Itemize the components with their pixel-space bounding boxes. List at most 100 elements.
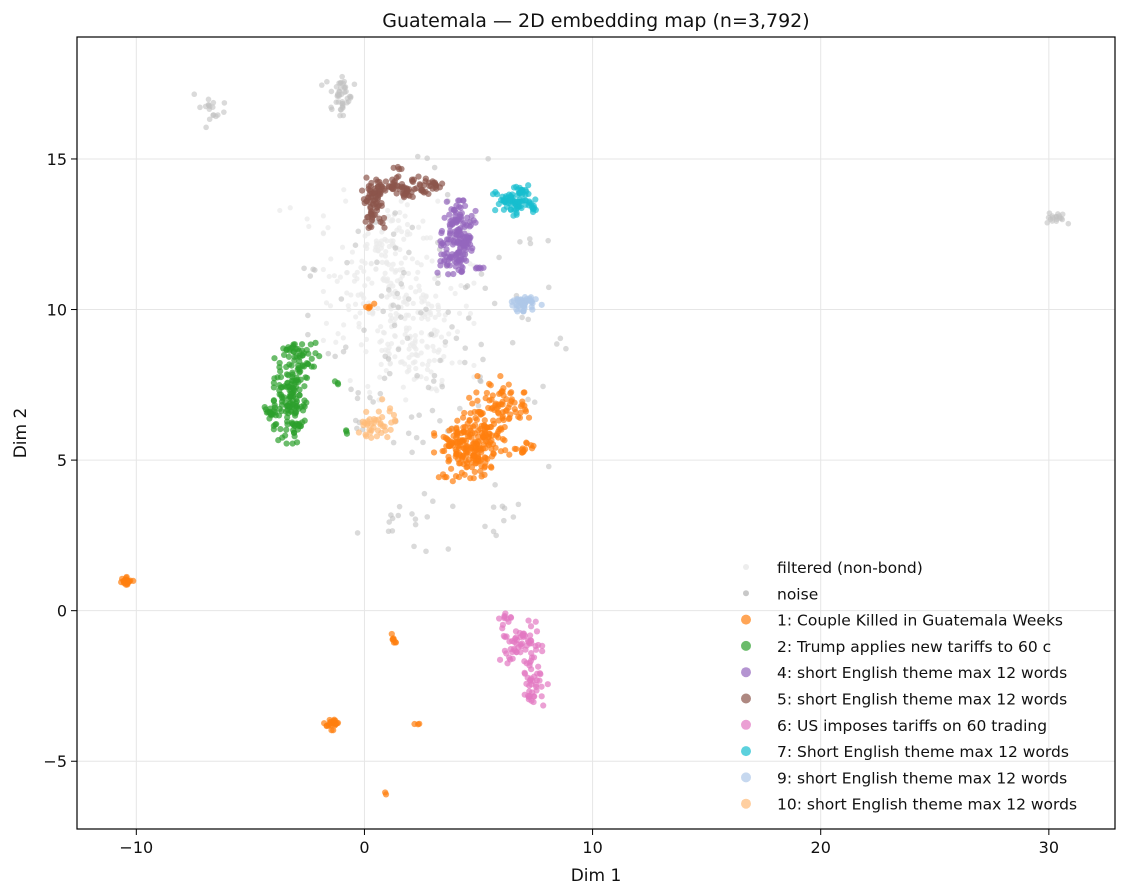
scatter-point xyxy=(475,402,482,409)
scatter-point xyxy=(445,309,452,315)
scatter-point xyxy=(517,633,524,641)
scatter-point xyxy=(390,261,396,267)
y-tick-label: 0 xyxy=(57,602,67,621)
scatter-point xyxy=(338,296,345,302)
scatter-point xyxy=(270,426,277,433)
scatter-point xyxy=(361,268,367,274)
y-axis-ticks: −5 0 5 10 15 xyxy=(43,150,77,771)
scatter-point xyxy=(348,386,354,393)
scatter-point xyxy=(396,503,403,510)
scatter-point xyxy=(438,334,445,340)
scatter-point xyxy=(1045,214,1052,221)
scatter-point xyxy=(486,430,493,437)
legend-label: 2: Trump applies new tariffs to 60 c xyxy=(777,638,1051,656)
scatter-point xyxy=(294,426,301,433)
scatter-point xyxy=(455,248,462,255)
x-tick-label: 20 xyxy=(811,838,831,857)
scatter-point xyxy=(394,290,401,297)
scatter-point xyxy=(515,501,522,508)
scatter-point xyxy=(301,383,308,390)
scatter-point xyxy=(312,339,319,346)
scatter-point xyxy=(283,363,290,371)
scatter-point xyxy=(278,401,286,409)
scatter-point xyxy=(497,448,505,455)
legend-label: noise xyxy=(777,585,818,603)
scatter-point xyxy=(303,359,311,367)
legend-label: 10: short English theme max 12 words xyxy=(777,796,1077,814)
scatter-point xyxy=(444,436,451,443)
scatter-point xyxy=(371,416,378,423)
scatter-point xyxy=(412,289,419,295)
scatter-point xyxy=(492,444,499,451)
scatter-point xyxy=(485,155,491,162)
scatter-point xyxy=(367,389,373,396)
scatter-point xyxy=(328,727,335,734)
legend-label: 7: Short English theme max 12 words xyxy=(777,743,1069,761)
scatter-point xyxy=(277,368,284,375)
scatter-point xyxy=(506,654,513,661)
scatter-point xyxy=(496,656,504,663)
scatter-point xyxy=(521,389,528,396)
scatter-point xyxy=(512,634,520,641)
scatter-point xyxy=(378,338,385,344)
scatter-point xyxy=(401,236,407,242)
scatter-point xyxy=(533,683,540,691)
scatter-point xyxy=(528,666,535,673)
scatter-point xyxy=(522,646,529,653)
scatter-point xyxy=(420,439,426,446)
scatter-point xyxy=(293,395,300,403)
scatter-point xyxy=(339,73,345,80)
scatter-point xyxy=(456,310,463,316)
scatter-point xyxy=(341,89,348,95)
scatter-point xyxy=(312,350,319,357)
y-tick-label: −5 xyxy=(43,752,67,771)
scatter-point xyxy=(478,271,485,277)
x-axis-label: Dim 1 xyxy=(571,866,622,886)
scatter-point xyxy=(382,253,389,259)
scatter-point xyxy=(540,383,546,390)
scatter-point xyxy=(513,640,520,647)
scatter-point xyxy=(480,422,488,429)
scatter-point xyxy=(120,577,127,585)
scatter-point xyxy=(287,205,293,211)
scatter-point xyxy=(438,229,445,237)
scatter-point xyxy=(474,397,481,404)
scatter-point xyxy=(532,196,539,203)
scatter-point xyxy=(429,407,436,414)
scatter-point xyxy=(402,213,408,219)
scatter-point xyxy=(478,341,485,348)
scatter-point xyxy=(307,341,314,348)
scatter-point xyxy=(377,191,384,198)
scatter-point xyxy=(450,503,456,510)
scatter-point xyxy=(331,378,339,385)
scatter-point xyxy=(496,254,502,261)
scatter-point xyxy=(410,360,416,366)
scatter-point xyxy=(337,274,344,280)
scatter-point xyxy=(461,423,469,431)
scatter-point xyxy=(426,358,432,364)
scatter-point xyxy=(378,238,385,244)
scatter-point xyxy=(320,266,326,273)
scatter-point xyxy=(1046,210,1053,216)
scatter-point xyxy=(455,474,463,481)
scatter-point xyxy=(271,375,278,382)
scatter-point xyxy=(435,302,441,308)
scatter-point xyxy=(448,425,455,432)
scatter-point xyxy=(490,504,497,510)
scatter-point xyxy=(369,280,375,286)
scatter-point xyxy=(386,183,393,191)
scatter-point xyxy=(449,478,456,485)
scatter-point xyxy=(351,81,358,88)
scatter-point xyxy=(488,405,495,412)
scatter-point xyxy=(518,643,525,650)
scatter-point xyxy=(416,283,422,289)
scatter-point xyxy=(504,660,511,667)
scatter-point xyxy=(532,618,539,625)
scatter-point xyxy=(191,91,198,98)
scatter-point xyxy=(379,259,385,265)
scatter-point xyxy=(441,214,448,221)
scatter-point xyxy=(318,82,325,88)
scatter-point xyxy=(344,269,350,276)
scatter-point xyxy=(424,514,431,520)
scatter-point xyxy=(531,399,538,405)
